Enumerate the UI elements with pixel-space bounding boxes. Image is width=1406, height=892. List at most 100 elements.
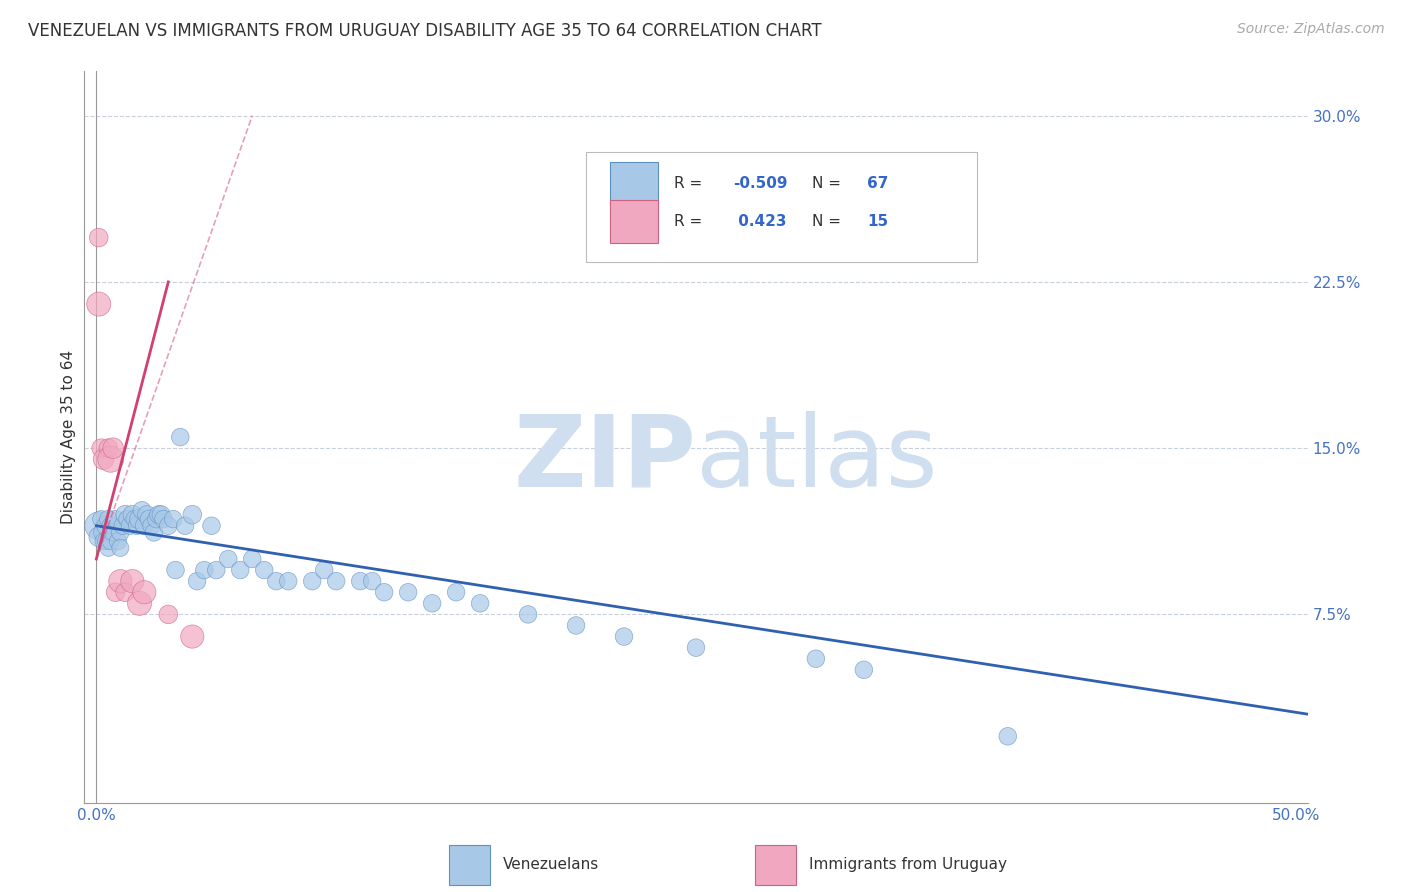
Text: ZIP: ZIP [513,410,696,508]
Point [134,585,156,599]
Text: 15: 15 [868,214,889,229]
Text: Source: ZipAtlas.com: Source: ZipAtlas.com [1237,22,1385,37]
Point [101,441,124,455]
Point [87,530,110,544]
FancyBboxPatch shape [610,161,658,205]
Text: VENEZUELAN VS IMMIGRANTS FROM URUGUAY DISABILITY AGE 35 TO 64 CORRELATION CHART: VENEZUELAN VS IMMIGRANTS FROM URUGUAY DI… [28,22,821,40]
Point [114,585,136,599]
Point [314,563,336,577]
Point [277,574,299,589]
Point [93,452,115,467]
Point [121,508,143,522]
Point [148,508,170,522]
Point [157,518,180,533]
Point [97,541,120,555]
Point [100,518,122,533]
Point [87,297,110,311]
Point [565,618,588,632]
Text: N =: N = [813,176,846,191]
Point [104,585,127,599]
Point [361,574,384,589]
Point [128,596,150,610]
Text: 0.423: 0.423 [733,214,786,229]
Point [114,508,136,522]
Point [517,607,540,622]
Point [157,607,180,622]
Point [181,508,204,522]
Point [87,518,110,533]
Point [444,585,467,599]
Point [150,508,173,522]
Point [135,508,157,522]
Point [169,430,191,444]
Point [100,534,122,549]
Point [110,574,132,589]
Point [87,230,110,244]
Point [396,585,419,599]
FancyBboxPatch shape [755,846,796,885]
Point [97,441,120,455]
Point [804,651,827,665]
Point [253,563,276,577]
Point [852,663,875,677]
Point [685,640,707,655]
Point [131,503,153,517]
Point [107,534,129,549]
Point [301,574,323,589]
Point [162,512,184,526]
Point [325,574,347,589]
Point [229,563,252,577]
Point [181,630,204,644]
FancyBboxPatch shape [586,152,977,261]
Point [174,518,197,533]
Point [613,630,636,644]
Point [373,585,395,599]
Point [264,574,287,589]
Text: R =: R = [673,176,707,191]
Point [217,552,239,566]
Point [94,518,117,533]
Point [349,574,371,589]
Point [90,512,112,526]
Text: Venezuelans: Venezuelans [503,857,599,872]
Point [110,525,132,540]
Point [94,534,117,549]
Point [134,518,156,533]
Point [997,729,1019,743]
Point [468,596,491,610]
Point [124,512,146,526]
Text: N =: N = [813,214,846,229]
Point [117,512,139,526]
Text: atlas: atlas [696,410,938,508]
Text: R =: R = [673,214,707,229]
Point [141,518,163,533]
FancyBboxPatch shape [610,200,658,243]
Text: Immigrants from Uruguay: Immigrants from Uruguay [808,857,1007,872]
FancyBboxPatch shape [449,846,491,885]
Point [240,552,263,566]
Point [205,563,228,577]
Point [90,441,112,455]
Point [152,512,174,526]
Point [142,525,165,540]
Y-axis label: Disability Age 35 to 64: Disability Age 35 to 64 [60,350,76,524]
Point [100,452,122,467]
Point [111,518,134,533]
Point [186,574,208,589]
Text: -0.509: -0.509 [733,176,787,191]
Point [118,518,141,533]
Point [165,563,187,577]
Point [127,518,149,533]
Point [138,512,160,526]
Point [93,525,115,540]
Point [145,512,167,526]
Point [101,525,124,540]
Point [121,574,143,589]
Point [128,512,150,526]
Point [110,541,132,555]
Point [420,596,443,610]
Text: 67: 67 [868,176,889,191]
Point [200,518,222,533]
Point [93,534,115,549]
Point [193,563,215,577]
